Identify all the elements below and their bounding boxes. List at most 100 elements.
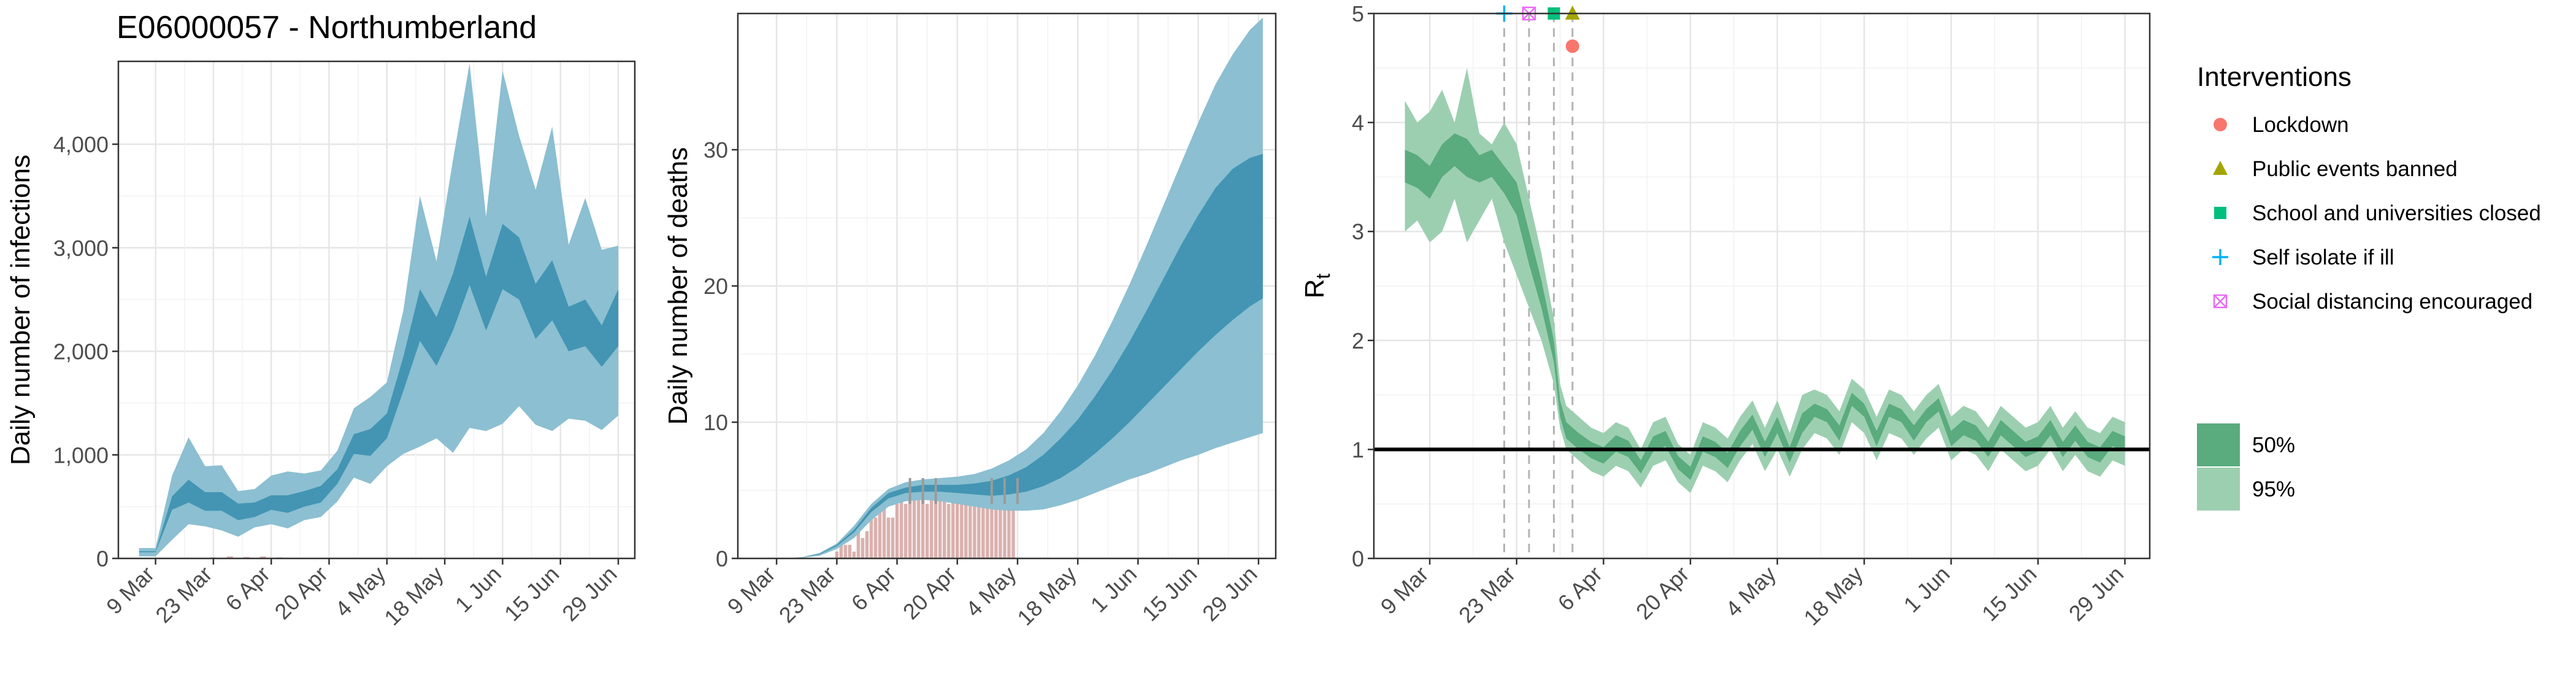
x-tick-label: 6 Apr — [1553, 561, 1607, 615]
panel-border — [117, 60, 636, 560]
ci50-band — [785, 153, 1263, 558]
x-tick-label: 15 Jun — [1137, 561, 1202, 626]
data-bar — [990, 497, 994, 558]
x-tick-label: 29 Jun — [1197, 561, 1262, 626]
legend-symbol — [2214, 207, 2226, 219]
data-bar — [981, 504, 985, 558]
data-bar — [839, 544, 843, 558]
legend: Interventions Lockdown Public events banne… — [2197, 62, 2541, 511]
x-tick-label: 20 Apr — [1631, 561, 1694, 625]
y-tick-label: 3 — [1352, 219, 1364, 244]
y-tick-label: 2,000 — [53, 339, 109, 365]
data-bar — [869, 517, 873, 558]
ci95-band — [785, 17, 1263, 558]
data-bar — [921, 490, 925, 558]
data-bar — [903, 504, 908, 558]
y-tick-label: 30 — [703, 137, 728, 163]
data-bar — [1003, 490, 1006, 558]
data-bar — [916, 497, 921, 558]
data-bar — [873, 517, 878, 558]
x-tick-label: 23 Mar — [1454, 561, 1520, 628]
legend-label: Social distancing encouraged — [2252, 290, 2532, 314]
data-bar — [960, 504, 964, 558]
ci95-band — [139, 63, 619, 557]
x-tick-label: 29 Jun — [557, 561, 621, 626]
rt-panel: 0 1 2 3 4 5 9 Mar 23 Mar 6 Apr 20 Apr 4 May 18 May 1… — [1300, 1, 2151, 630]
data-bar — [973, 490, 976, 558]
legend-label: Public events banned — [2252, 157, 2458, 181]
data-bar — [848, 544, 852, 558]
data-bar — [933, 490, 938, 558]
x-tick-label: 18 May — [1799, 561, 1868, 630]
x-tick-label: 20 Apr — [270, 561, 333, 625]
y-tick-label: 10 — [703, 410, 728, 435]
data-bar — [956, 490, 959, 558]
y-tick-label: 3,000 — [53, 236, 109, 261]
data-bar — [977, 504, 981, 558]
data-bar — [908, 490, 912, 558]
data-bar — [929, 490, 933, 558]
data-bar — [891, 517, 895, 558]
y-axis-title: Rt — [1300, 274, 1334, 299]
data-bar — [1011, 504, 1015, 558]
data-bar — [947, 504, 951, 558]
y-tick-label: 0 — [716, 546, 728, 571]
ci95-band — [1405, 68, 2125, 493]
ci50-band — [1405, 133, 2125, 480]
legend-title: Interventions — [2197, 62, 2352, 92]
legend-label: School and universities closed — [2252, 201, 2541, 225]
y-tick-label: 4,000 — [53, 132, 109, 157]
legend-symbol — [2213, 294, 2228, 309]
legend-label: Lockdown — [2252, 113, 2349, 137]
data-bar — [835, 551, 839, 558]
data-bar — [226, 556, 233, 558]
x-tick-label: 6 Apr — [846, 561, 900, 615]
x-tick-label: 9 Mar — [1376, 561, 1433, 619]
data-bar — [968, 504, 972, 558]
x-tick-label: 1 Jun — [1899, 561, 1955, 617]
legend-swatch — [2197, 468, 2240, 511]
y-tick-label: 0 — [1352, 546, 1364, 571]
x-tick-label: 6 Apr — [220, 561, 274, 615]
x-tick-label: 4 May — [1720, 561, 1781, 622]
data-bar — [865, 531, 869, 558]
legend-label: 95% — [2252, 477, 2295, 501]
x-tick-label: 9 Mar — [723, 561, 780, 619]
data-bar — [912, 490, 916, 558]
x-tick-label: 23 Mar — [774, 561, 840, 628]
x-tick-label: 18 May — [379, 561, 448, 630]
figure-title: E06000057 - Northumberland — [117, 10, 537, 45]
x-tick-label: 23 Mar — [150, 561, 217, 628]
x-tick-label: 1 Jun — [450, 561, 506, 617]
data-bar — [1007, 504, 1011, 558]
y-tick-label: 5 — [1352, 1, 1364, 26]
x-tick-label: 15 Jun — [1977, 561, 2041, 626]
data-bar — [861, 538, 865, 558]
data-bar — [895, 504, 899, 558]
data-bar — [999, 504, 1002, 558]
data-bar — [243, 557, 250, 558]
data-bar — [878, 511, 882, 558]
data-bar — [964, 504, 968, 558]
data-bar — [259, 556, 266, 558]
y-tick-label: 2 — [1352, 328, 1364, 353]
data-bar — [938, 490, 942, 558]
x-tick-label: 20 Apr — [898, 561, 961, 625]
intervention-marker — [1565, 6, 1580, 20]
data-bar — [856, 531, 861, 558]
x-tick-label: 1 Jun — [1086, 561, 1141, 617]
panel-border — [1373, 12, 2151, 560]
data-bar — [943, 497, 946, 558]
x-tick-label: 29 Jun — [2064, 561, 2128, 626]
y-tick-label: 4 — [1352, 110, 1364, 136]
x-tick-label: 18 May — [1012, 561, 1081, 630]
data-bar — [852, 551, 856, 558]
legend-symbol — [2212, 249, 2228, 265]
legend-label: 50% — [2252, 433, 2295, 457]
legend-symbol — [2213, 161, 2228, 175]
data-bar — [994, 504, 998, 558]
y-tick-label: 20 — [703, 274, 728, 299]
